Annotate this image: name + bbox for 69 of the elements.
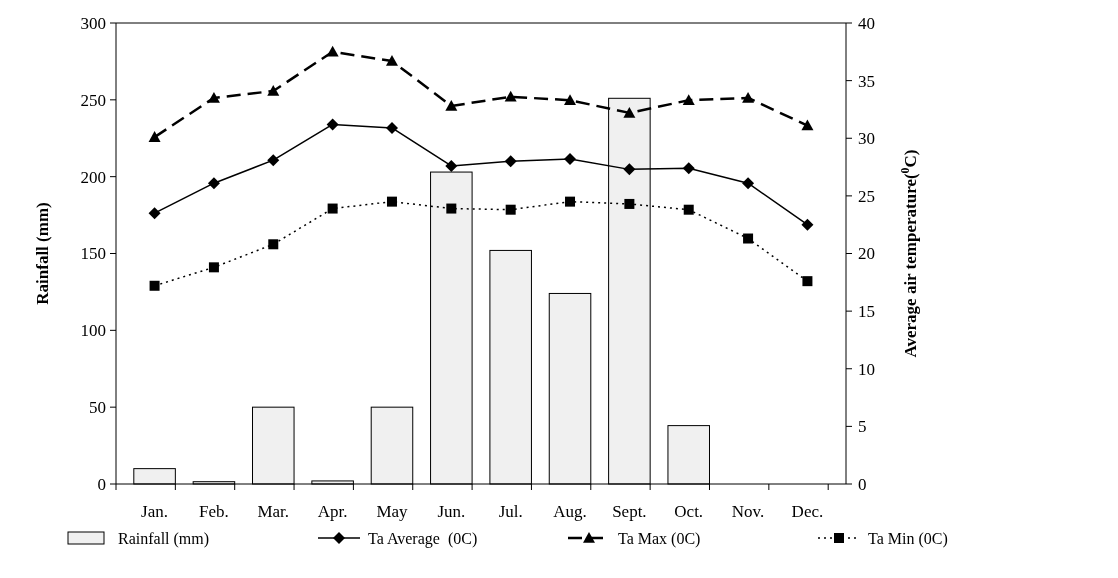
point (742, 91, 755, 103)
x-tick-label: Oct. (674, 502, 704, 521)
y2-tick-label: 10 (858, 359, 875, 379)
x-tick-label: Jul. (498, 502, 523, 521)
y-tick-label: 250 (80, 90, 106, 110)
legend-label: Ta Min (0C) (868, 529, 948, 548)
y2-tick-label: 20 (858, 244, 875, 264)
point (386, 196, 397, 207)
y-tick-label: 150 (80, 244, 106, 264)
x-tick-label: Jun. (437, 502, 466, 521)
point (742, 177, 755, 190)
point (207, 177, 220, 190)
point (326, 45, 339, 57)
y2-tick-label: 30 (858, 129, 875, 149)
y-tick-label: 50 (89, 398, 106, 418)
point (327, 203, 338, 214)
point (682, 94, 695, 106)
y2-tick-label: 25 (858, 186, 875, 206)
point (207, 91, 220, 103)
point (208, 262, 219, 273)
point (564, 153, 577, 165)
point (623, 106, 636, 118)
x-tick-label: May (376, 502, 409, 521)
point (802, 276, 813, 287)
y2-tick-label: 35 (858, 71, 875, 91)
x-tick-label: Aug. (553, 502, 587, 521)
point (624, 198, 635, 209)
point (268, 239, 279, 250)
x-tick-label: Jan. (141, 502, 169, 521)
point (445, 159, 458, 172)
point (326, 118, 339, 131)
point (385, 55, 398, 66)
point (148, 207, 161, 220)
legend-label: Rainfall (mm) (118, 529, 210, 548)
legend-label: Ta Max (0C) (618, 529, 701, 548)
y-tick-label: 300 (80, 13, 106, 33)
point (743, 233, 754, 244)
point (623, 163, 636, 176)
point (267, 154, 280, 167)
x-tick-label: Nov. (731, 502, 765, 521)
point (148, 131, 161, 142)
point (504, 155, 517, 168)
point (801, 119, 814, 131)
point (504, 90, 517, 102)
point (505, 204, 516, 215)
point (682, 162, 695, 175)
x-tick-label: Feb. (199, 502, 229, 521)
point (683, 204, 694, 215)
point (149, 280, 160, 291)
y-tick-label: 200 (80, 167, 106, 187)
point (446, 203, 457, 214)
y2-tick-label: 40 (858, 13, 875, 33)
point (445, 99, 458, 111)
legend-label: Ta Average (0C) (368, 529, 478, 548)
y2-tick-label: 5 (858, 417, 867, 437)
point (801, 218, 814, 231)
y-axis-title: Rainfall (mm) (33, 202, 52, 305)
y2-tick-label: 15 (858, 302, 875, 322)
x-tick-label: Dec. (791, 502, 824, 521)
point (565, 196, 576, 207)
x-tick-label: Sept. (612, 502, 647, 521)
x-tick-label: Mar. (257, 502, 290, 521)
x-tick-label: Apr. (317, 502, 348, 521)
y-tick-label: 0 (97, 474, 106, 494)
point (564, 94, 577, 106)
y-tick-label: 100 (80, 321, 106, 341)
point (267, 85, 280, 96)
point (385, 121, 398, 134)
y2-tick-label: 0 (858, 474, 867, 494)
